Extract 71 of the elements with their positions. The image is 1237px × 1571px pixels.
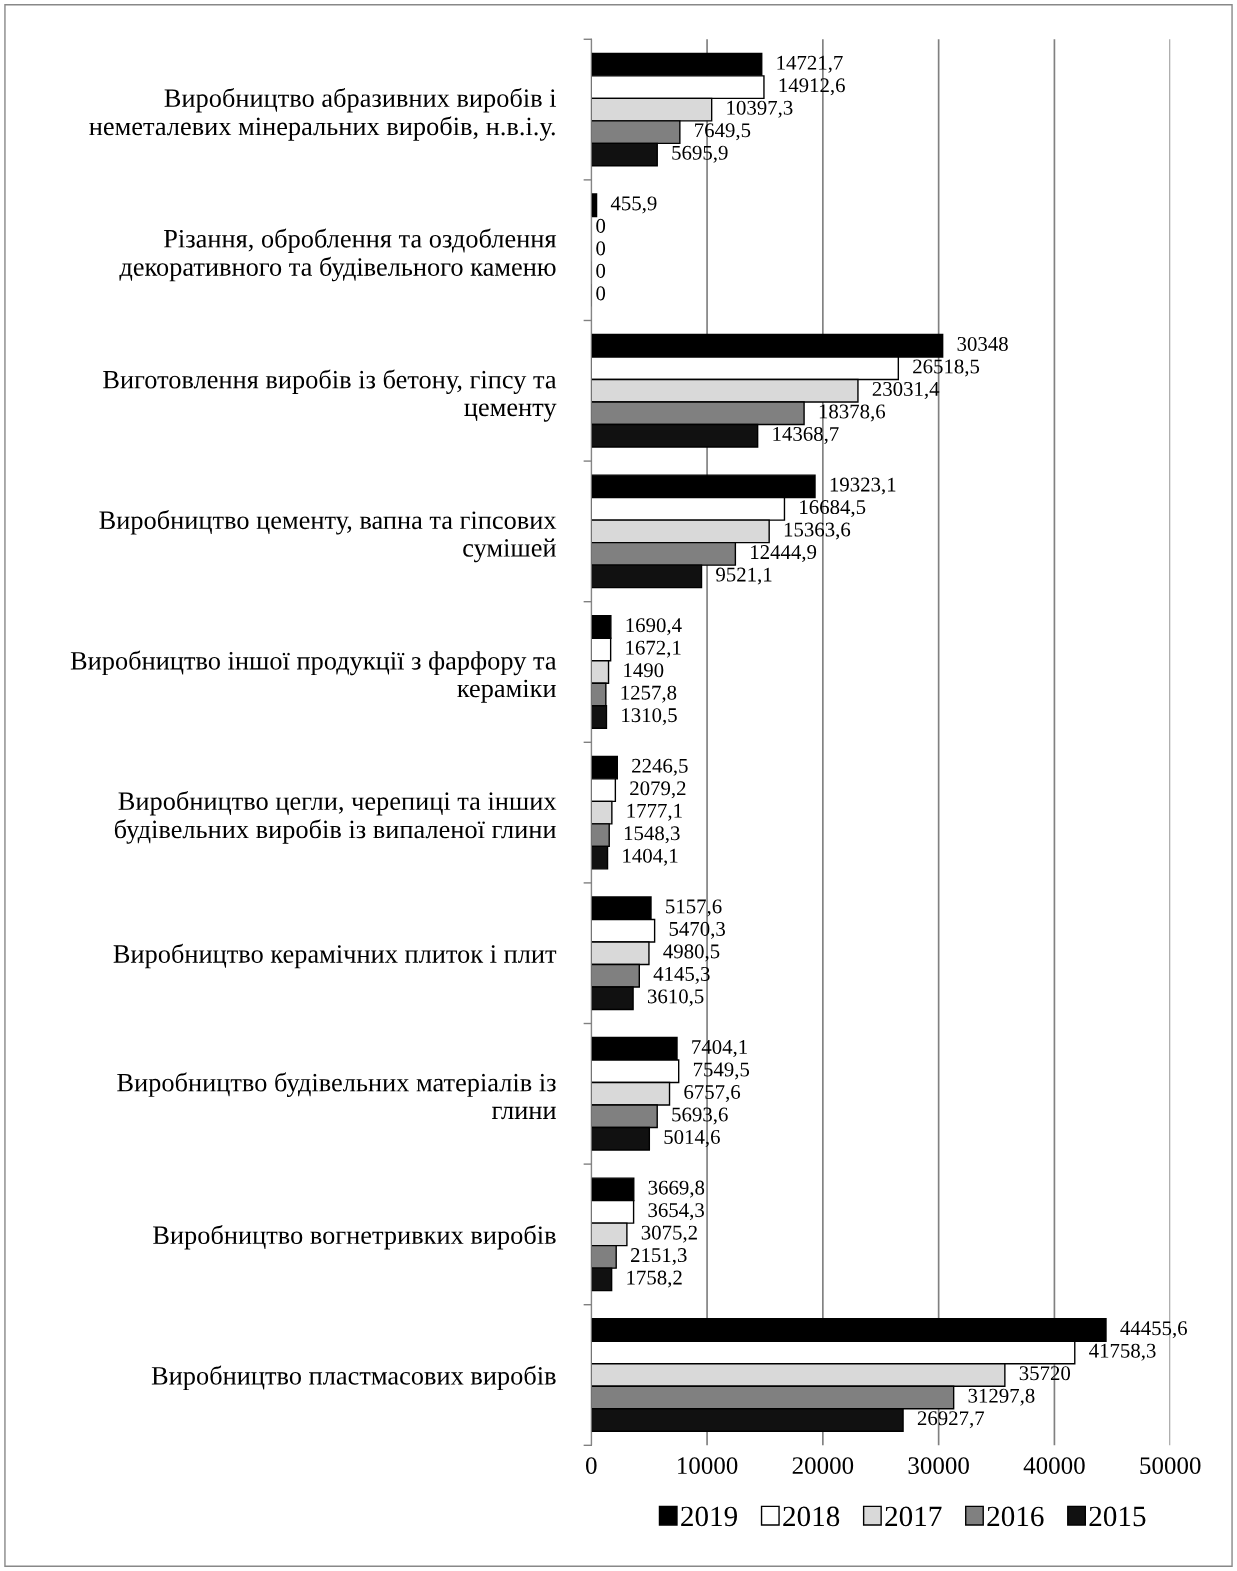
data-label: 44455,6	[1120, 1321, 1187, 1339]
data-label: 16684,5	[800, 500, 866, 518]
data-label: 1490	[624, 663, 664, 678]
data-label: 0	[596, 286, 606, 301]
legend-label: 2016	[987, 1506, 1044, 1527]
y-tick-label: Виготовлення виробів із бетону, гіпсу та цементу	[103, 369, 557, 422]
data-label: 6757,6	[684, 1085, 741, 1103]
data-label: 1758,2	[627, 1270, 682, 1288]
data-label: 23031,4	[872, 381, 940, 399]
legend-label: 2019	[681, 1506, 738, 1527]
x-tick-label: 0	[585, 1457, 597, 1475]
data-label: 7549,5	[693, 1062, 750, 1080]
data-label: 4145,3	[653, 966, 710, 984]
data-label: 1690,4	[626, 618, 682, 636]
data-label: 3669,8	[648, 1180, 705, 1198]
data-label: 7649,5	[695, 123, 751, 141]
data-label: 0	[596, 218, 606, 233]
data-label: 1548,3	[624, 826, 680, 844]
data-label: 2246,5	[632, 758, 688, 776]
data-label: 19323,1	[830, 477, 896, 495]
data-label: 1404,1	[623, 848, 678, 866]
y-tick-label: Виробництво абразивних виробів і неметалевих мінеральних виробів, н.в.і.у.	[89, 87, 557, 141]
legend-label: 2018	[783, 1506, 840, 1527]
data-label: 15363,6	[784, 522, 851, 540]
data-label: 5693,6	[672, 1107, 728, 1125]
data-label: 455,9	[610, 196, 657, 214]
x-tick-label: 50000	[1140, 1457, 1201, 1475]
data-label: 26518,5	[913, 359, 980, 377]
data-label: 14721,7	[777, 55, 843, 73]
data-label: 30348	[957, 336, 1008, 352]
data-label: 14912,6	[779, 78, 845, 96]
data-label: 31297,8	[968, 1388, 1035, 1406]
legend-label: 2017	[885, 1506, 942, 1527]
data-label: 7404,1	[692, 1039, 747, 1058]
data-label: 41758,3	[1089, 1343, 1156, 1361]
data-label: 3075,2	[641, 1225, 697, 1243]
y-tick-label: Виробництво іншої продукції з фарфору та кераміки	[70, 650, 557, 703]
data-label: 9521,1	[716, 567, 772, 585]
y-tick-label: Виробництво будівельних матеріалів із глини	[117, 1072, 556, 1120]
data-label: 3610,5	[647, 989, 704, 1007]
data-label: 5014,6	[664, 1129, 720, 1148]
data-label: 1310,5	[622, 708, 677, 726]
data-label: 35720	[1019, 1366, 1071, 1381]
x-tick-label: 20000	[792, 1457, 854, 1475]
data-label: 5470,3	[669, 921, 725, 939]
data-label: 0	[596, 263, 606, 278]
data-label: 2151,3	[631, 1248, 687, 1266]
x-tick-label: 40000	[1023, 1457, 1085, 1475]
data-label: 2079,2	[630, 781, 686, 799]
data-label: 18378,6	[819, 404, 886, 422]
x-tick-label: 10000	[678, 1457, 738, 1475]
y-tick-label: Виробництво вогнетривких виробів	[153, 1224, 556, 1250]
data-label: 1672,1	[626, 640, 681, 658]
x-tick-label: 30000	[908, 1457, 969, 1475]
y-tick-label: Виробництво цегли, черепиці та інших будівельних виробів із випаленої глини	[114, 790, 557, 844]
data-label: 26927,7	[917, 1411, 985, 1429]
data-label: 3654,3	[648, 1203, 704, 1221]
data-label: 5157,6	[666, 899, 722, 917]
data-label: 10397,3	[727, 100, 793, 118]
y-tick-label: Виробництво пластмасових виробів	[151, 1365, 556, 1391]
data-label: 1777,1	[627, 803, 682, 821]
y-tick-label: Різання, оброблення та оздоблення декоративного та будівельного каменю	[119, 228, 557, 282]
data-label: 5695,9	[672, 145, 728, 163]
data-label: 1257,8	[621, 685, 677, 703]
y-tick-label: Виробництво цементу, вапна та гіпсових сумішей	[99, 509, 557, 563]
data-label: 0	[596, 241, 606, 256]
legend-label: 2015	[1089, 1506, 1146, 1527]
y-tick-label: Виробництво керамічних плиток і плит	[113, 943, 557, 969]
data-label: 12444,9	[751, 545, 817, 563]
data-label: 14368,7	[773, 426, 839, 444]
data-label: 4980,5	[663, 944, 720, 962]
